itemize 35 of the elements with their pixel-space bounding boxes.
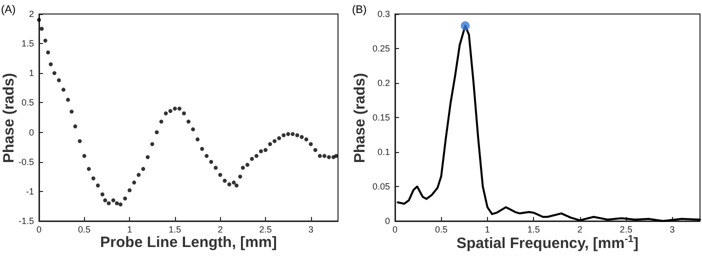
x-axis-title: Probe Line Length, [mm] bbox=[100, 234, 277, 251]
x-tick-label: 1 bbox=[127, 224, 132, 234]
chart-title: (B) bbox=[352, 4, 367, 16]
x-tick-label: 1 bbox=[484, 224, 490, 234]
chart-title: (A) bbox=[1, 4, 16, 16]
x-tick-label: 2 bbox=[577, 224, 582, 234]
x-tick-label: 0.5 bbox=[434, 224, 448, 234]
x-tick-label: 0 bbox=[392, 224, 398, 234]
y-tick-label: 0.5 bbox=[21, 98, 34, 108]
y-tick-label: 0.3 bbox=[377, 9, 390, 19]
y-tick-label: 0.25 bbox=[372, 44, 390, 54]
x-tick-label: 2 bbox=[218, 224, 223, 234]
x-tick-label: 0.5 bbox=[78, 224, 91, 234]
y-tick-label: 0.2 bbox=[377, 78, 390, 88]
y-tick-label: 0.1 bbox=[377, 147, 390, 157]
x-tick-label: 2.5 bbox=[620, 224, 632, 234]
x-tick-label: 2.5 bbox=[259, 224, 272, 234]
y-tick-label: -0.5 bbox=[18, 156, 34, 167]
y-tick-label: 0 bbox=[28, 127, 34, 138]
x-tick-label: 1.5 bbox=[527, 224, 540, 234]
x-tick-label: 3 bbox=[308, 224, 314, 234]
y-tick-label: 0.15 bbox=[372, 112, 390, 122]
y-tick-label: 2 bbox=[28, 9, 34, 19]
x-axis-title: Spatial Frequency, [mm$^{-1}$] bbox=[456, 234, 639, 252]
x-tick-label: 0 bbox=[36, 224, 42, 234]
y-axis-title: Phase (rads) bbox=[0, 72, 18, 163]
y-tick-label: 1.5 bbox=[21, 38, 34, 49]
y-tick-label: -1 bbox=[26, 186, 34, 196]
x-tick-label: 1.5 bbox=[168, 224, 182, 234]
y-axis-title: Phase (rads) bbox=[352, 72, 368, 163]
y-tick-label: -1.5 bbox=[18, 216, 34, 226]
y-tick-label: 0.05 bbox=[372, 182, 390, 192]
y-tick-label: 0 bbox=[384, 216, 390, 226]
x-tick-label: 3 bbox=[670, 224, 675, 234]
y-tick-label: 1 bbox=[28, 68, 34, 78]
